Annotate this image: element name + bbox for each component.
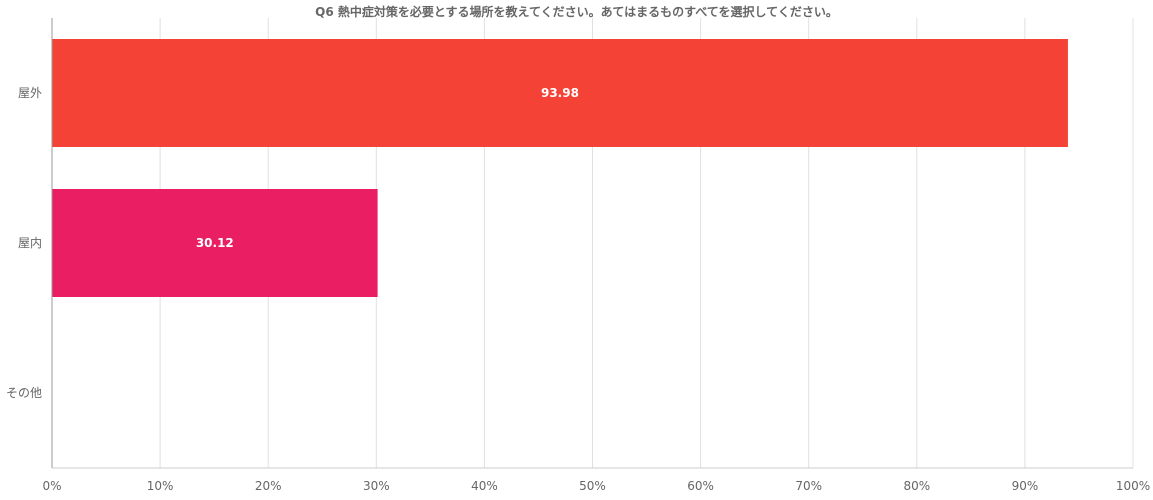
labels: 0% 10% 20% 30% 40% 50% 60% 70% 80% 90% 100% 屋外 93.98… (6, 86, 1150, 493)
bar[interactable] (52, 39, 1068, 147)
data-label: 93.98 (541, 86, 579, 100)
category-label: 屋外 (18, 86, 42, 100)
category-label: 屋内 (18, 236, 42, 250)
x-tick-label: 90% (1012, 479, 1039, 493)
x-tick-label: 80% (903, 479, 930, 493)
x-tick-label: 40% (471, 479, 498, 493)
x-tick-label: 60% (687, 479, 714, 493)
x-tick-label: 70% (795, 479, 822, 493)
x-tick-label: 10% (147, 479, 174, 493)
chart-title: Q6 熱中症対策を必要とする場所を教えてください。あてはまるものすべてを選択して… (315, 5, 838, 19)
x-tick-label: 30% (363, 479, 390, 493)
x-tick-label: 50% (579, 479, 606, 493)
data-label: 30.12 (196, 236, 234, 250)
x-tick-label: 20% (255, 479, 282, 493)
x-tick-label: 0% (42, 479, 61, 493)
axes (51, 18, 1133, 469)
x-tick-label: 100% (1116, 479, 1150, 493)
bars (52, 39, 1068, 297)
category-label: その他 (6, 386, 42, 400)
bar[interactable] (52, 189, 378, 297)
